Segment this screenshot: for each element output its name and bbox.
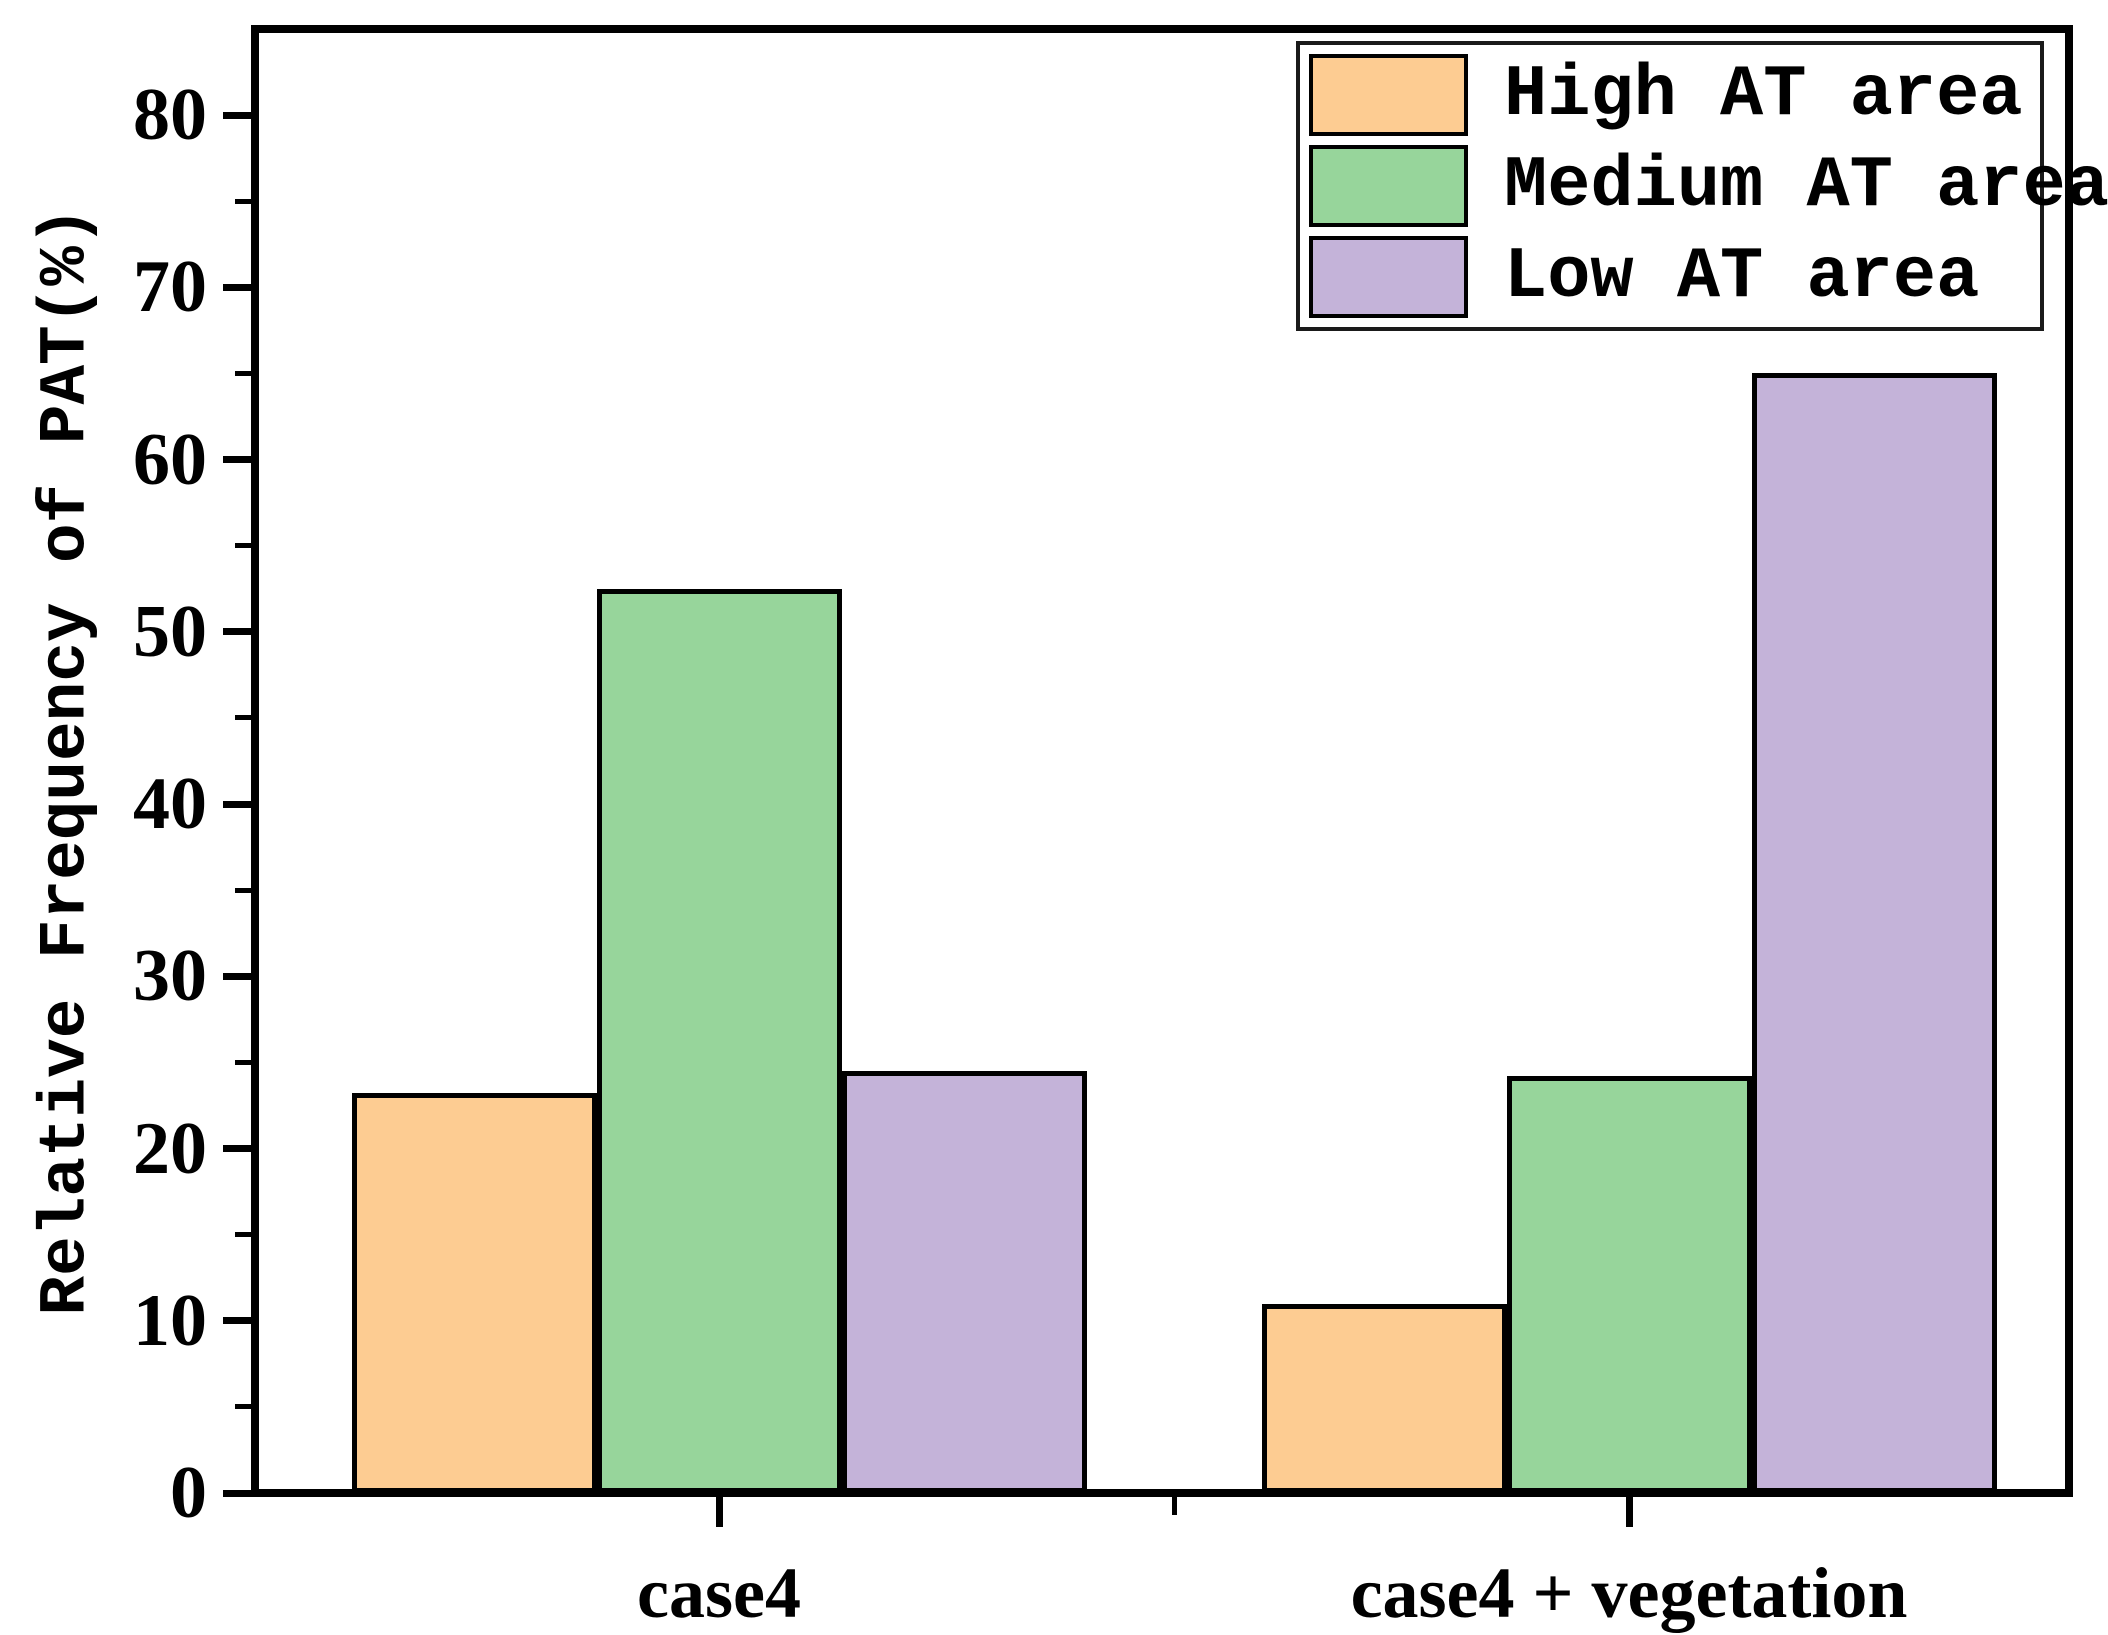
y-tick-label-50: 50 xyxy=(133,590,207,673)
x-tick-label-case4-vegetation: case4 + vegetation xyxy=(1350,1553,1908,1633)
legend-row-high-at-area: High AT area xyxy=(1309,54,2031,136)
x-major-tick-case4-vegetation xyxy=(1625,1497,1633,1527)
y-tick-label-20: 20 xyxy=(133,1107,207,1190)
bar-case4-vegetation-medium-at-area xyxy=(1506,1076,1752,1493)
legend-row-medium-at-area: Medium AT area xyxy=(1309,145,2108,227)
y-major-tick-40 xyxy=(223,800,251,808)
axis-spine-right xyxy=(2065,25,2073,1497)
y-tick-label-60: 60 xyxy=(133,418,207,501)
y-major-tick-0 xyxy=(223,1489,251,1497)
bar-case4-high-at-area xyxy=(351,1093,597,1493)
y-minor-tick-45 xyxy=(235,715,251,721)
legend: High AT area Medium AT area Low AT area xyxy=(1296,41,2108,331)
legend-label-low-at-area: Low AT area xyxy=(1504,236,1980,318)
y-minor-tick-55 xyxy=(235,543,251,549)
legend-swatch-high-at-area xyxy=(1309,54,1468,136)
bar-case4-vegetation-low-at-area xyxy=(1751,373,1997,1493)
y-major-tick-20 xyxy=(223,1145,251,1153)
y-tick-label-70: 70 xyxy=(133,246,207,329)
y-minor-tick-65 xyxy=(235,370,251,376)
x-minor-tick xyxy=(1171,1497,1177,1515)
x-tick-label-case4: case4 xyxy=(637,1553,801,1633)
y-major-tick-50 xyxy=(223,628,251,636)
legend-swatch-medium-at-area xyxy=(1309,145,1468,227)
y-minor-tick-5 xyxy=(235,1404,251,1410)
x-axis-spine-bottom xyxy=(251,1489,2073,1497)
y-axis-spine-left xyxy=(251,25,259,1497)
y-tick-label-80: 80 xyxy=(133,74,207,157)
y-major-tick-60 xyxy=(223,456,251,464)
bar-case4-vegetation-high-at-area xyxy=(1261,1303,1507,1493)
y-tick-label-0: 0 xyxy=(170,1452,207,1534)
y-major-tick-30 xyxy=(223,972,251,980)
bar-case4-medium-at-area xyxy=(596,588,842,1493)
y-minor-tick-75 xyxy=(235,198,251,204)
axis-spine-top xyxy=(251,25,2073,33)
y-tick-label-30: 30 xyxy=(133,935,207,1018)
legend-row-low-at-area: Low AT area xyxy=(1309,236,2031,318)
y-major-tick-80 xyxy=(223,111,251,119)
y-tick-label-10: 10 xyxy=(133,1279,207,1362)
legend-label-high-at-area: High AT area xyxy=(1504,54,2023,136)
y-major-tick-10 xyxy=(223,1317,251,1325)
x-major-tick-case4 xyxy=(715,1497,723,1527)
y-minor-tick-15 xyxy=(235,1232,251,1238)
y-minor-tick-35 xyxy=(235,887,251,893)
y-minor-tick-25 xyxy=(235,1059,251,1065)
y-tick-label-40: 40 xyxy=(133,763,207,846)
legend-swatch-low-at-area xyxy=(1309,236,1468,318)
legend-label-medium-at-area: Medium AT area xyxy=(1504,145,2108,227)
bar-case4-low-at-area xyxy=(841,1071,1087,1493)
y-major-tick-70 xyxy=(223,283,251,291)
